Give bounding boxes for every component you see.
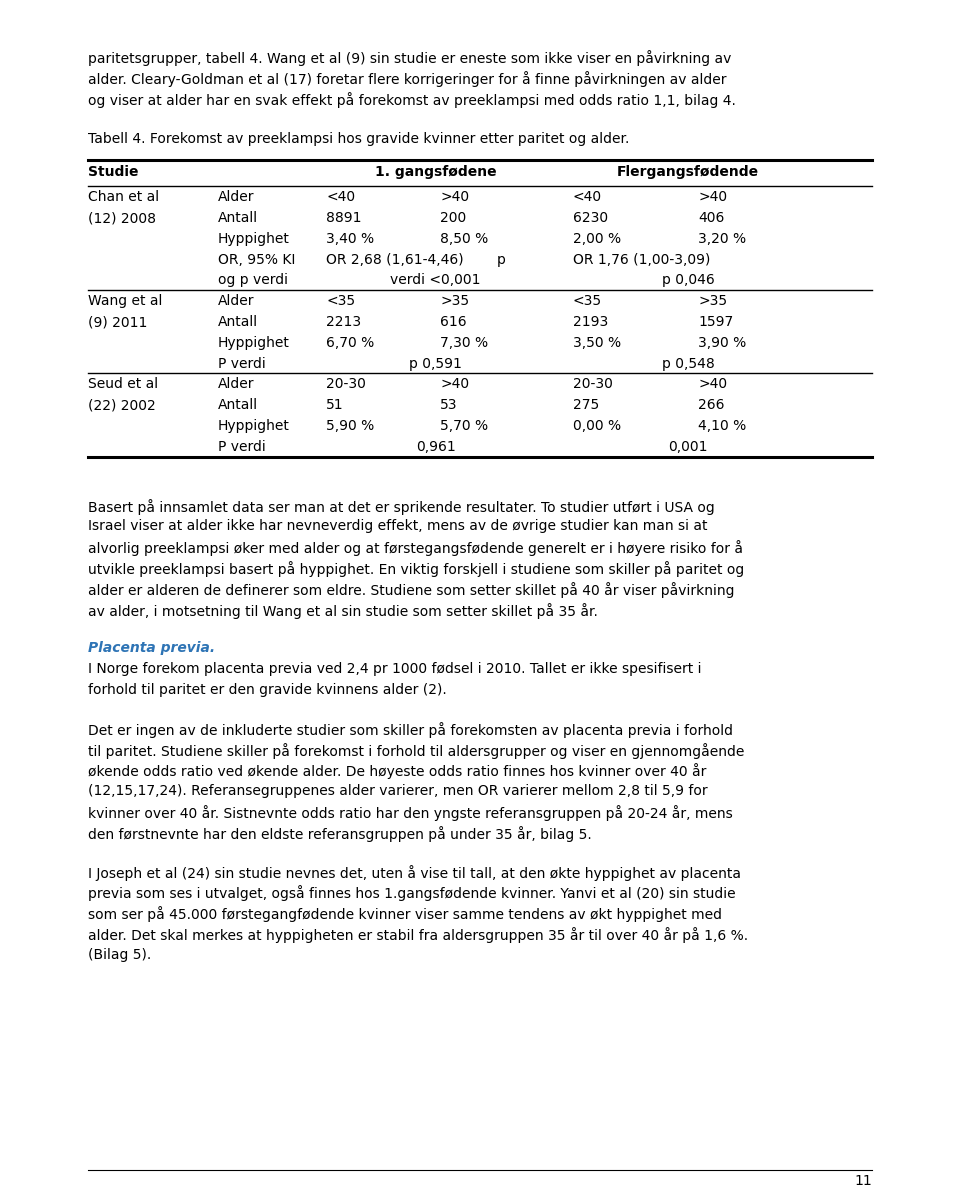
Text: 3,40 %: 3,40 % bbox=[326, 231, 374, 246]
Text: Basert på innsamlet data ser man at det er sprikende resultater. To studier utfø: Basert på innsamlet data ser man at det … bbox=[88, 498, 715, 515]
Text: 6,70 %: 6,70 % bbox=[326, 336, 374, 349]
Text: I Norge forekom placenta previa ved 2,4 pr 1000 fødsel i 2010. Tallet er ikke sp: I Norge forekom placenta previa ved 2,4 … bbox=[88, 663, 702, 676]
Text: alder er alderen de definerer som eldre. Studiene som setter skillet på 40 år vi: alder er alderen de definerer som eldre.… bbox=[88, 582, 734, 597]
Text: Flergangsfødende: Flergangsfødende bbox=[617, 166, 759, 180]
Text: >35: >35 bbox=[698, 294, 727, 309]
Text: (12,15,17,24). Referansegruppenes alder varierer, men OR varierer mellom 2,8 til: (12,15,17,24). Referansegruppenes alder … bbox=[88, 784, 708, 799]
Text: utvikle preeklampsi basert på hyppighet. En viktig forskjell i studiene som skil: utvikle preeklampsi basert på hyppighet.… bbox=[88, 561, 744, 577]
Text: 5,70 %: 5,70 % bbox=[440, 420, 488, 433]
Text: >40: >40 bbox=[440, 378, 469, 391]
Text: p: p bbox=[497, 253, 506, 267]
Text: 275: 275 bbox=[573, 398, 599, 412]
Text: 2,00 %: 2,00 % bbox=[573, 231, 621, 246]
Text: <40: <40 bbox=[573, 191, 602, 204]
Text: kvinner over 40 år. Sistnevnte odds ratio har den yngste referansgruppen på 20-2: kvinner over 40 år. Sistnevnte odds rati… bbox=[88, 805, 732, 821]
Text: 20-30: 20-30 bbox=[573, 378, 612, 391]
Text: 8,50 %: 8,50 % bbox=[440, 231, 489, 246]
Text: 2193: 2193 bbox=[573, 315, 609, 329]
Text: 2213: 2213 bbox=[326, 315, 361, 329]
Text: 3,50 %: 3,50 % bbox=[573, 336, 621, 349]
Text: (Bilag 5).: (Bilag 5). bbox=[88, 948, 152, 962]
Text: Seud et al: Seud et al bbox=[88, 378, 158, 391]
Text: p 0,591: p 0,591 bbox=[409, 356, 462, 371]
Text: 266: 266 bbox=[698, 398, 725, 412]
Text: alder. Cleary-Goldman et al (17) foretar flere korrigeringer for å finne påvirkn: alder. Cleary-Goldman et al (17) foretar… bbox=[88, 70, 727, 87]
Text: 6230: 6230 bbox=[573, 211, 608, 225]
Text: den førstnevnte har den eldste referansgruppen på under 35 år, bilag 5.: den førstnevnte har den eldste referansg… bbox=[88, 826, 591, 842]
Text: 53: 53 bbox=[440, 398, 458, 412]
Text: Antall: Antall bbox=[218, 398, 258, 412]
Text: Wang et al: Wang et al bbox=[88, 294, 162, 309]
Text: P verdi: P verdi bbox=[218, 356, 266, 371]
Text: <40: <40 bbox=[326, 191, 355, 204]
Text: Israel viser at alder ikke har nevneverdig effekt, mens av de øvrige studier kan: Israel viser at alder ikke har nevneverd… bbox=[88, 520, 708, 533]
Text: OR 1,76 (1,00-3,09): OR 1,76 (1,00-3,09) bbox=[573, 253, 710, 267]
Text: (9) 2011: (9) 2011 bbox=[88, 315, 148, 329]
Text: 0,961: 0,961 bbox=[416, 440, 455, 454]
Text: >35: >35 bbox=[440, 294, 469, 309]
Text: Tabell 4. Forekomst av preeklampsi hos gravide kvinner etter paritet og alder.: Tabell 4. Forekomst av preeklampsi hos g… bbox=[88, 132, 630, 147]
Text: 20-30: 20-30 bbox=[326, 378, 366, 391]
Text: Chan et al: Chan et al bbox=[88, 191, 159, 204]
Text: 0,001: 0,001 bbox=[668, 440, 708, 454]
Text: <35: <35 bbox=[326, 294, 355, 309]
Text: 5,90 %: 5,90 % bbox=[326, 420, 374, 433]
Text: alder. Det skal merkes at hyppigheten er stabil fra aldersgruppen 35 år til over: alder. Det skal merkes at hyppigheten er… bbox=[88, 927, 748, 943]
Text: 4,10 %: 4,10 % bbox=[698, 420, 746, 433]
Text: Alder: Alder bbox=[218, 378, 254, 391]
Text: (22) 2002: (22) 2002 bbox=[88, 398, 156, 412]
Text: 3,20 %: 3,20 % bbox=[698, 231, 746, 246]
Text: og viser at alder har en svak effekt på forekomst av preeklampsi med odds ratio : og viser at alder har en svak effekt på … bbox=[88, 92, 736, 107]
Text: 0,00 %: 0,00 % bbox=[573, 420, 621, 433]
Text: Hyppighet: Hyppighet bbox=[218, 336, 290, 349]
Text: til paritet. Studiene skiller på forekomst i forhold til aldersgrupper og viser : til paritet. Studiene skiller på forekom… bbox=[88, 743, 744, 758]
Text: 11: 11 bbox=[854, 1174, 872, 1188]
Text: OR 2,68 (1,61-4,46): OR 2,68 (1,61-4,46) bbox=[326, 253, 464, 267]
Text: (12) 2008: (12) 2008 bbox=[88, 211, 156, 225]
Text: 406: 406 bbox=[698, 211, 725, 225]
Text: 616: 616 bbox=[440, 315, 467, 329]
Text: 7,30 %: 7,30 % bbox=[440, 336, 488, 349]
Text: I Joseph et al (24) sin studie nevnes det, uten å vise til tall, at den økte hyp: I Joseph et al (24) sin studie nevnes de… bbox=[88, 864, 741, 881]
Text: >40: >40 bbox=[698, 378, 727, 391]
Text: 3,90 %: 3,90 % bbox=[698, 336, 746, 349]
Text: 1. gangsfødene: 1. gangsfødene bbox=[374, 166, 496, 180]
Text: Hyppighet: Hyppighet bbox=[218, 231, 290, 246]
Text: paritetsgrupper, tabell 4. Wang et al (9) sin studie er eneste som ikke viser en: paritetsgrupper, tabell 4. Wang et al (9… bbox=[88, 50, 732, 66]
Text: OR, 95% KI: OR, 95% KI bbox=[218, 253, 296, 267]
Text: av alder, i motsetning til Wang et al sin studie som setter skillet på 35 år.: av alder, i motsetning til Wang et al si… bbox=[88, 603, 598, 619]
Text: previa som ses i utvalget, også finnes hos 1.gangsfødende kvinner. Yanvi et al (: previa som ses i utvalget, også finnes h… bbox=[88, 886, 735, 901]
Text: 51: 51 bbox=[326, 398, 344, 412]
Text: <35: <35 bbox=[573, 294, 602, 309]
Text: alvorlig preeklampsi øker med alder og at førstegangsfødende generelt er i høyer: alvorlig preeklampsi øker med alder og a… bbox=[88, 540, 743, 557]
Text: Antall: Antall bbox=[218, 211, 258, 225]
Text: Hyppighet: Hyppighet bbox=[218, 420, 290, 433]
Text: Studie: Studie bbox=[88, 166, 138, 180]
Text: >40: >40 bbox=[698, 191, 727, 204]
Text: 1597: 1597 bbox=[698, 315, 733, 329]
Text: Alder: Alder bbox=[218, 294, 254, 309]
Text: Alder: Alder bbox=[218, 191, 254, 204]
Text: p 0,046: p 0,046 bbox=[661, 273, 714, 287]
Text: Det er ingen av de inkluderte studier som skiller på forekomsten av placenta pre: Det er ingen av de inkluderte studier so… bbox=[88, 722, 733, 738]
Text: økende odds ratio ved økende alder. De høyeste odds ratio finnes hos kvinner ove: økende odds ratio ved økende alder. De h… bbox=[88, 763, 707, 780]
Text: verdi <0,001: verdi <0,001 bbox=[391, 273, 481, 287]
Text: 8891: 8891 bbox=[326, 211, 362, 225]
Text: forhold til paritet er den gravide kvinnens alder (2).: forhold til paritet er den gravide kvinn… bbox=[88, 683, 446, 697]
Text: som ser på 45.000 førstegangfødende kvinner viser samme tendens av økt hyppighet: som ser på 45.000 førstegangfødende kvin… bbox=[88, 906, 722, 923]
Text: p 0,548: p 0,548 bbox=[661, 356, 714, 371]
Text: og p verdi: og p verdi bbox=[218, 273, 288, 287]
Text: Placenta previa.: Placenta previa. bbox=[88, 641, 215, 656]
Text: P verdi: P verdi bbox=[218, 440, 266, 454]
Text: Antall: Antall bbox=[218, 315, 258, 329]
Text: >40: >40 bbox=[440, 191, 469, 204]
Text: 200: 200 bbox=[440, 211, 467, 225]
